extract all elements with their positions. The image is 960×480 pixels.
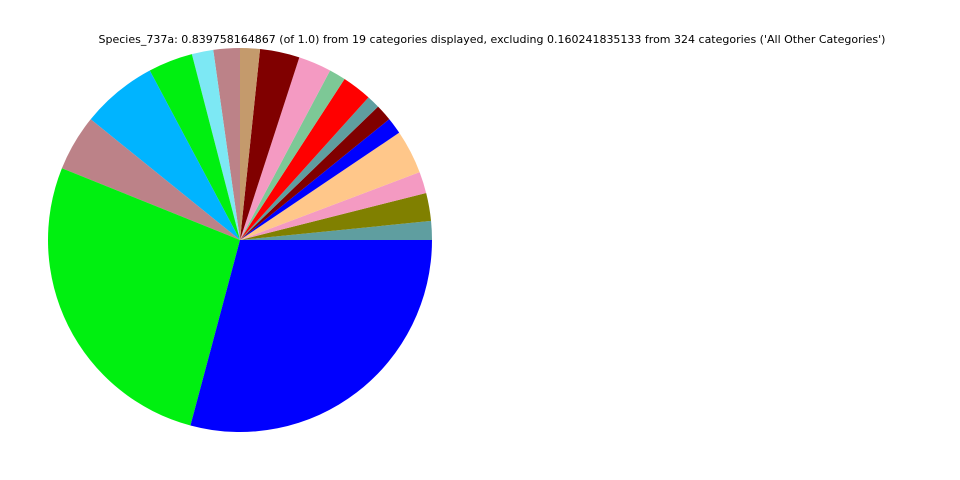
pie-slice <box>240 49 300 241</box>
pie-slice <box>240 172 427 240</box>
pie-slice <box>240 192 432 240</box>
pie-slice <box>240 78 369 240</box>
pie-slice <box>149 54 240 240</box>
pie-slice <box>191 49 240 240</box>
pie-slice <box>240 48 261 240</box>
chart-title: Species_737a: 0.839758164867 (of 1.0) fr… <box>99 33 886 46</box>
pie-slice <box>61 119 240 240</box>
pie-slice <box>90 70 241 240</box>
pie-slice <box>240 97 379 240</box>
pie-slice <box>240 220 432 240</box>
pie-slice <box>213 48 240 240</box>
pie-slice <box>190 240 432 432</box>
pie-slice <box>240 57 331 240</box>
pie-slice <box>240 70 345 240</box>
pie-slice <box>240 132 420 240</box>
pie-slice <box>47 168 241 426</box>
pie-slice <box>240 106 390 241</box>
pie-slice <box>240 119 400 240</box>
